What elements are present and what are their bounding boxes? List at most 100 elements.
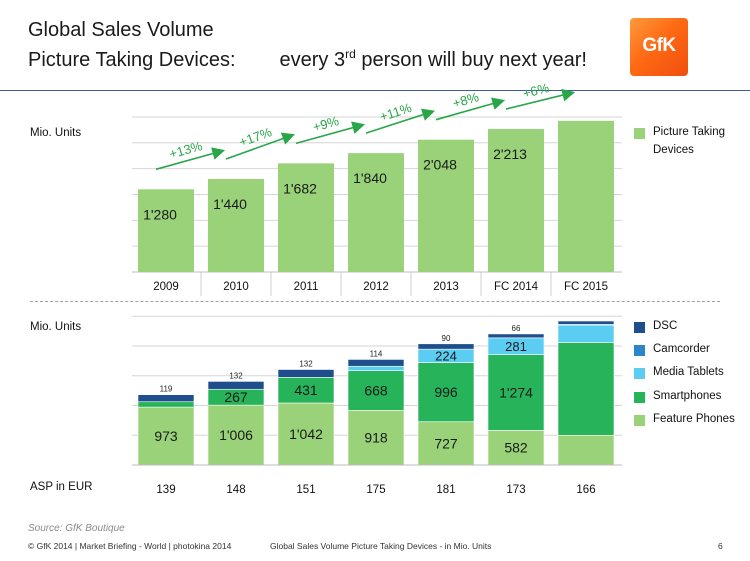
bottom-bar-value-label: 973 — [154, 428, 178, 444]
asp-value: 173 — [506, 484, 525, 496]
bottom-bar-value-label: 66 — [512, 324, 521, 333]
bottom-bar-segment-feature-phones — [557, 434, 615, 466]
top-bar — [558, 120, 614, 272]
slide-title-line1: Global Sales Volume — [28, 19, 214, 41]
bottom-bar-value-label: 224 — [435, 348, 457, 363]
top-bar — [138, 189, 194, 272]
top-bar — [278, 163, 334, 272]
bottom-bar-segment-dsc — [137, 394, 195, 403]
legend-swatch — [634, 392, 645, 403]
top-bar-value-label: 2'213 — [493, 146, 527, 162]
asp-value: 175 — [366, 484, 385, 496]
title-claim-sup: rd — [345, 47, 356, 61]
footer-center: Global Sales Volume Picture Taking Devic… — [270, 541, 492, 551]
top-bar — [348, 153, 404, 272]
growth-label: +11% — [378, 100, 414, 124]
bottom-bar-value-label: 132 — [299, 360, 313, 369]
legend-swatch — [634, 322, 645, 333]
legend-label: DSC — [653, 320, 678, 332]
title-rule — [0, 90, 750, 91]
legend-label-line2: Devices — [653, 144, 694, 156]
top-bar-value-label: 1'682 — [283, 180, 317, 196]
bottom-bar-segment-dsc — [207, 381, 265, 390]
bottom-bar-segment-feature-phones — [207, 404, 265, 466]
legend-swatch — [634, 128, 645, 139]
asp-value: 166 — [576, 484, 595, 496]
bottom-bar-value-label: 281 — [505, 339, 527, 354]
top-x-tick-label: FC 2015 — [564, 281, 608, 293]
bottom-bar-segment-smartphones — [417, 362, 475, 423]
bottom-chart-ylabel: Mio. Units — [30, 321, 82, 333]
bottom-bar-value-label: 918 — [364, 430, 388, 446]
asp-value: 181 — [436, 484, 455, 496]
top-x-tick-label: 2009 — [153, 281, 179, 293]
slide-title-line2: Picture Taking Devices: every 3rd person … — [28, 47, 587, 72]
legend-label: Smartphones — [653, 390, 722, 402]
growth-arrow — [225, 132, 296, 160]
bottom-bar-value-label: 119 — [160, 385, 173, 394]
legend-label: Media Tablets — [653, 366, 724, 378]
bottom-bar-value-label: 90 — [442, 334, 451, 343]
legend-swatch — [634, 415, 645, 426]
bottom-bar-segment-feature-phones — [417, 421, 475, 466]
top-bar-value-label: 2'048 — [423, 157, 457, 173]
top-bar-value-label: 1'440 — [213, 196, 247, 212]
gfk-logo-text: GfK — [642, 35, 676, 56]
title-subject: Picture Taking Devices: — [28, 49, 236, 71]
bottom-bar-segment-feature-phones — [347, 410, 405, 466]
legend-label-line1: Picture Taking — [653, 126, 726, 138]
gfk-logo: GfK — [630, 18, 688, 76]
title-claim-pre: every 3 — [279, 49, 346, 71]
bottom-bar-value-label: 1'042 — [289, 426, 323, 442]
bottom-bar-segment-feature-phones — [487, 430, 545, 466]
growth-label: +8% — [451, 89, 481, 111]
bottom-bar-segment-dsc — [557, 320, 615, 325]
legend-label: Camcorder — [653, 343, 710, 355]
growth-arrow — [505, 88, 576, 110]
title-claim-post: person will buy next year! — [355, 49, 587, 71]
bottom-bar-segment-feature-phones — [277, 402, 335, 466]
bottom-bar-value-label: 727 — [434, 435, 458, 451]
bottom-bar-value-label: 1'274 — [499, 384, 533, 400]
bottom-bar-value-label: 1'006 — [219, 427, 253, 443]
bottom-bar-value-label: 668 — [364, 382, 388, 398]
growth-label: +17% — [237, 124, 274, 150]
legend-swatch — [634, 345, 645, 356]
top-x-tick-label: 2012 — [363, 281, 389, 293]
top-x-tick-label: 2010 — [223, 281, 249, 293]
growth-label: +6% — [521, 80, 551, 101]
bottom-bar-segment-feature-phones — [137, 406, 195, 466]
bottom-bar-segment-smartphones — [347, 370, 405, 411]
source-note: Source: GfK Boutique — [28, 523, 125, 534]
growth-arrow — [295, 121, 366, 145]
asp-label: ASP in EUR — [30, 481, 93, 493]
bottom-bar-segment-media-tablets — [347, 365, 405, 371]
top-bar — [418, 139, 474, 272]
top-chart-ylabel: Mio. Units — [30, 127, 82, 139]
top-x-tick-label: 2011 — [294, 281, 319, 293]
bottom-bar-segment-dsc — [417, 343, 475, 350]
bottom-bar-segment-smartphones — [557, 342, 615, 436]
bottom-bar-segment-media-tablets — [557, 324, 615, 343]
bottom-bar-segment-dsc — [277, 369, 335, 378]
bottom-bar-value-label: 582 — [504, 440, 528, 456]
top-bar — [488, 129, 544, 272]
footer-page-number: 6 — [718, 541, 723, 551]
top-bar — [208, 178, 264, 272]
bottom-bar-value-label: 132 — [229, 371, 243, 380]
bottom-bar-value-label: 267 — [224, 389, 248, 405]
bottom-bar-segment-smartphones — [137, 401, 195, 408]
growth-arrow — [365, 108, 436, 134]
bottom-bar-value-label: 431 — [294, 382, 318, 398]
bottom-bar-value-label: 114 — [370, 349, 383, 358]
bottom-bar-segment-dsc — [347, 359, 405, 367]
bottom-bar-segment-dsc — [487, 333, 545, 339]
growth-label: +9% — [311, 113, 341, 135]
growth-arrow — [155, 147, 226, 171]
top-x-tick-label: FC 2014 — [494, 281, 539, 293]
legend-swatch — [634, 368, 645, 379]
top-bar-value-label: 1'840 — [353, 170, 387, 186]
bottom-bar-segment-smartphones — [487, 354, 545, 431]
top-bar-value-label: 1'280 — [143, 206, 177, 222]
